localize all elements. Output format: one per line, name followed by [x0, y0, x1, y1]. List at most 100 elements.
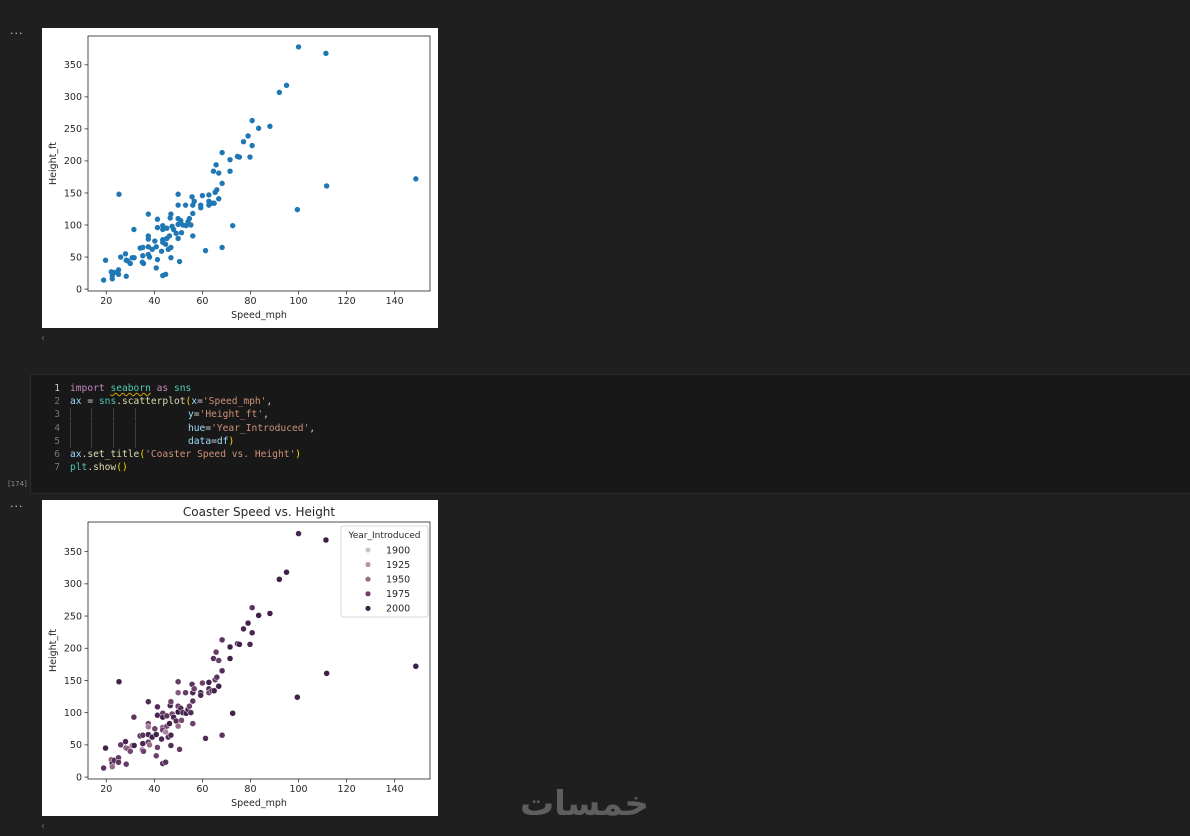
data-point	[131, 226, 137, 233]
data-point	[227, 168, 233, 174]
code-editor[interactable]: 1 import seaborn as sns 2 ax = sns. scatterp…	[40, 382, 315, 474]
data-point	[211, 200, 217, 206]
x-tick-label: 60	[196, 784, 208, 795]
data-point	[236, 154, 243, 160]
code-token: ax	[70, 396, 82, 408]
indent-guide	[135, 434, 188, 448]
indent-guide	[70, 434, 91, 448]
data-point	[197, 692, 204, 699]
line-number: 5	[54, 435, 60, 447]
data-point	[189, 697, 197, 705]
code-token: 'Speed_mph'	[202, 396, 267, 408]
code-line[interactable]: 6 ax. set_title('Coaster Speed vs. Height'…	[40, 448, 315, 461]
data-point	[323, 670, 330, 677]
collapse-output-icon[interactable]: ‹	[41, 333, 45, 344]
data-point	[117, 254, 124, 260]
collapse-output-icon[interactable]: ‹	[41, 821, 45, 832]
x-axis-label: Speed_mph	[231, 798, 287, 809]
data-point	[218, 636, 226, 644]
code-token: ()	[116, 462, 128, 474]
code-token: scatterplot	[122, 396, 186, 408]
y-axis-label: Height_ft	[48, 142, 59, 185]
code-line[interactable]: 1 import seaborn as sns	[40, 382, 315, 395]
data-point	[154, 703, 161, 711]
indent-guide	[70, 408, 91, 422]
indent-guide	[113, 421, 135, 435]
code-line[interactable]: 5 data = df)	[40, 434, 315, 448]
line-number: 6	[54, 448, 60, 460]
data-point	[154, 216, 161, 222]
x-tick-label: 80	[244, 296, 256, 307]
data-point	[115, 267, 122, 273]
data-point	[216, 170, 222, 176]
data-point	[111, 269, 117, 276]
legend-box	[340, 525, 429, 618]
data-point	[323, 50, 329, 56]
data-point	[215, 682, 222, 690]
y-tick-label: 50	[70, 252, 82, 263]
code-token: ,	[266, 396, 273, 408]
data-point	[249, 117, 255, 124]
data-point	[267, 123, 273, 130]
data-point	[215, 657, 222, 664]
code-line[interactable]: 7 plt. show()	[40, 461, 315, 474]
code-token: ax	[70, 448, 82, 460]
data-point	[174, 722, 182, 730]
data-point	[214, 187, 220, 193]
data-point	[122, 738, 129, 745]
x-tick-label: 80	[244, 784, 256, 795]
code-token: plt	[70, 462, 88, 474]
data-point	[145, 698, 152, 705]
legend: Year_Introduced 1900 1925 1950 1975 2000	[340, 525, 429, 618]
output-menu-button[interactable]: ...	[10, 497, 24, 510]
data-point	[176, 746, 183, 753]
x-tick-label: 20	[100, 296, 112, 307]
data-point	[146, 254, 153, 260]
data-point	[248, 604, 256, 611]
data-point	[149, 246, 155, 253]
output-menu-button[interactable]: ...	[10, 24, 24, 37]
data-point	[102, 257, 109, 263]
y-tick-label: 200	[64, 156, 82, 167]
code-token: show	[93, 462, 117, 474]
data-point	[145, 723, 152, 731]
y-tick-label: 100	[64, 220, 82, 231]
data-point	[145, 236, 152, 242]
x-tick-label: 100	[289, 784, 307, 795]
indent-guide	[113, 408, 135, 422]
data-point	[188, 222, 194, 228]
data-point	[413, 176, 419, 182]
data-point	[219, 149, 225, 156]
data-point	[130, 713, 138, 721]
x-tick-label: 100	[289, 296, 307, 307]
code-token: =	[197, 396, 203, 408]
code-line[interactable]: 2 ax = sns. scatterplot(x = 'Speed_mph',	[40, 395, 315, 408]
code-token: 'Year_Introduced'	[211, 422, 310, 434]
x-tick-label: 120	[338, 296, 356, 307]
legend-marker	[364, 590, 372, 597]
data-point	[190, 210, 196, 217]
x-tick-label: 140	[386, 296, 404, 307]
indent-guide	[91, 408, 113, 422]
y-tick-label: 50	[70, 740, 82, 751]
data-point	[168, 254, 174, 261]
data-point	[127, 748, 134, 755]
data-point	[276, 89, 283, 96]
code-cell[interactable]	[30, 374, 1190, 494]
code-token: df	[216, 435, 229, 447]
data-point	[166, 233, 173, 239]
code-token: =	[81, 396, 99, 408]
code-token: =	[193, 409, 200, 421]
data-point	[229, 222, 236, 229]
y-tick-label: 250	[64, 611, 82, 622]
code-token: hue	[188, 422, 206, 434]
data-point	[154, 256, 161, 263]
code-line[interactable]: 4 hue = 'Year_Introduced',	[40, 421, 315, 435]
code-token: =	[205, 422, 212, 434]
legend-title: Year_Introduced	[347, 531, 420, 541]
code-line[interactable]: 3 y = 'Height_ft',	[40, 408, 315, 422]
data-point	[226, 655, 234, 662]
data-point	[173, 230, 179, 237]
line-number: 4	[54, 422, 60, 434]
data-point	[213, 162, 219, 168]
